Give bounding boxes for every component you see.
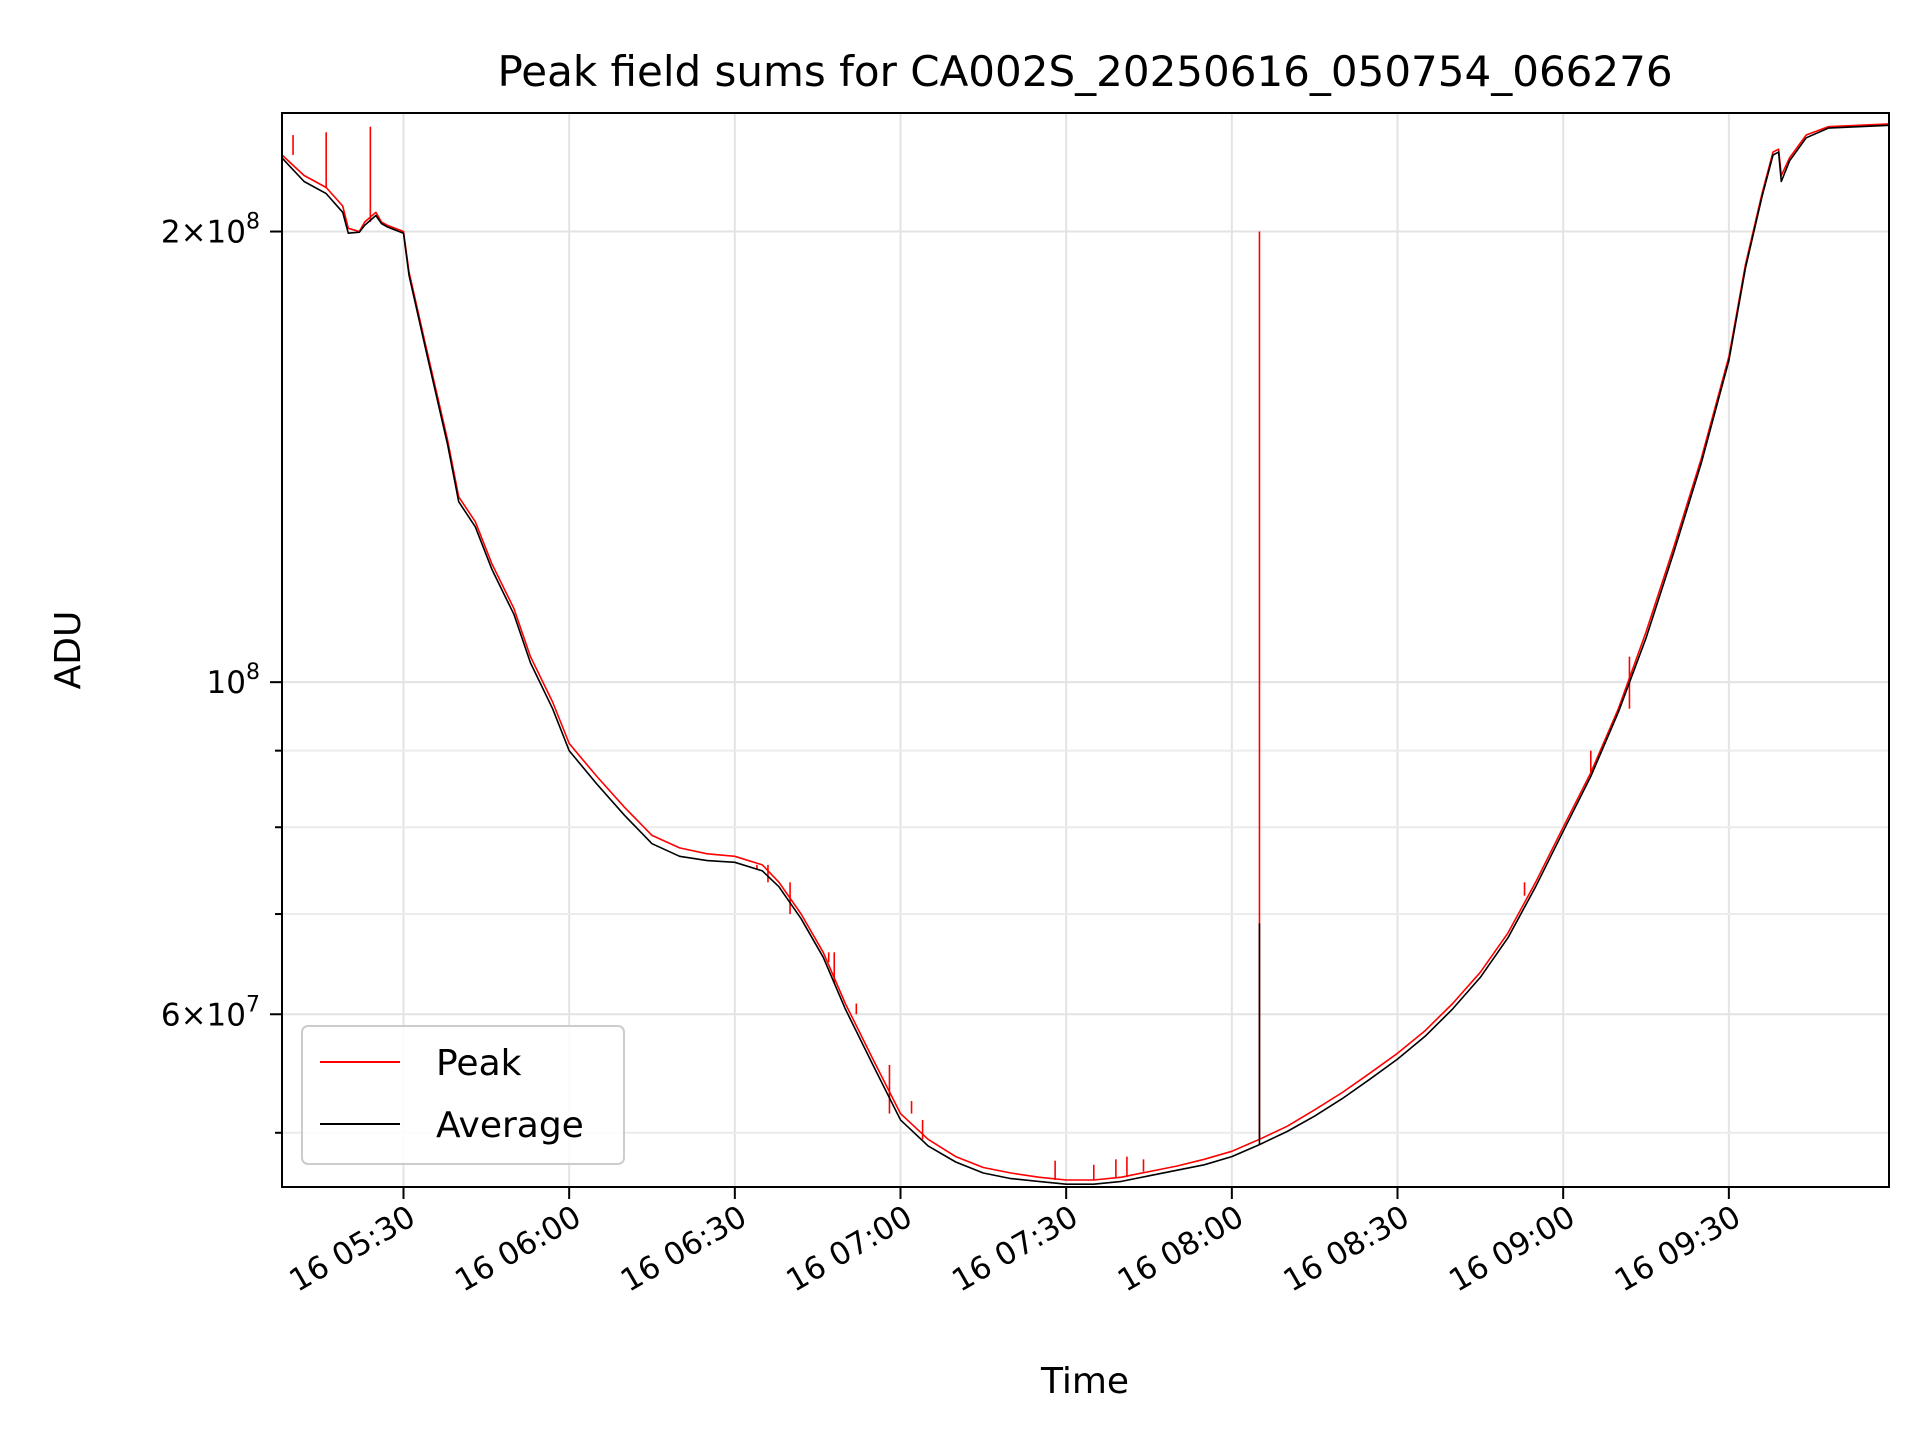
legend-box bbox=[301, 1025, 625, 1165]
series-line-average bbox=[281, 124, 1890, 1185]
series-average bbox=[281, 124, 1890, 1185]
y-tick-label: 108 bbox=[207, 660, 260, 701]
y-tick-label-exponent: 8 bbox=[246, 660, 260, 685]
y-tick-label: 6×107 bbox=[161, 992, 260, 1033]
legend: Peak Average bbox=[301, 1025, 625, 1165]
plot-frame bbox=[281, 112, 1890, 1188]
y-tick-label: 2×108 bbox=[161, 210, 260, 251]
legend-average-label: Average bbox=[436, 1105, 584, 1146]
y-tick-label-base: 2×10 bbox=[161, 215, 246, 251]
series-peak bbox=[281, 123, 1890, 1181]
series-line-peak bbox=[281, 123, 1890, 1181]
y-tick-label-exponent: 7 bbox=[246, 992, 260, 1017]
grid bbox=[282, 113, 1889, 1187]
y-tick-label-base: 10 bbox=[207, 665, 246, 701]
legend-peak-label: Peak bbox=[436, 1043, 522, 1084]
y-tick-label-exponent: 8 bbox=[246, 210, 260, 235]
chart-title: Peak field sums for CA002S_20250616_0507… bbox=[497, 47, 1672, 96]
y-axis-label: ADU bbox=[48, 611, 89, 690]
y-tick-label-base: 6×10 bbox=[161, 997, 246, 1033]
series-layer bbox=[281, 123, 1890, 1185]
x-axis-label: Time bbox=[1040, 1361, 1129, 1402]
